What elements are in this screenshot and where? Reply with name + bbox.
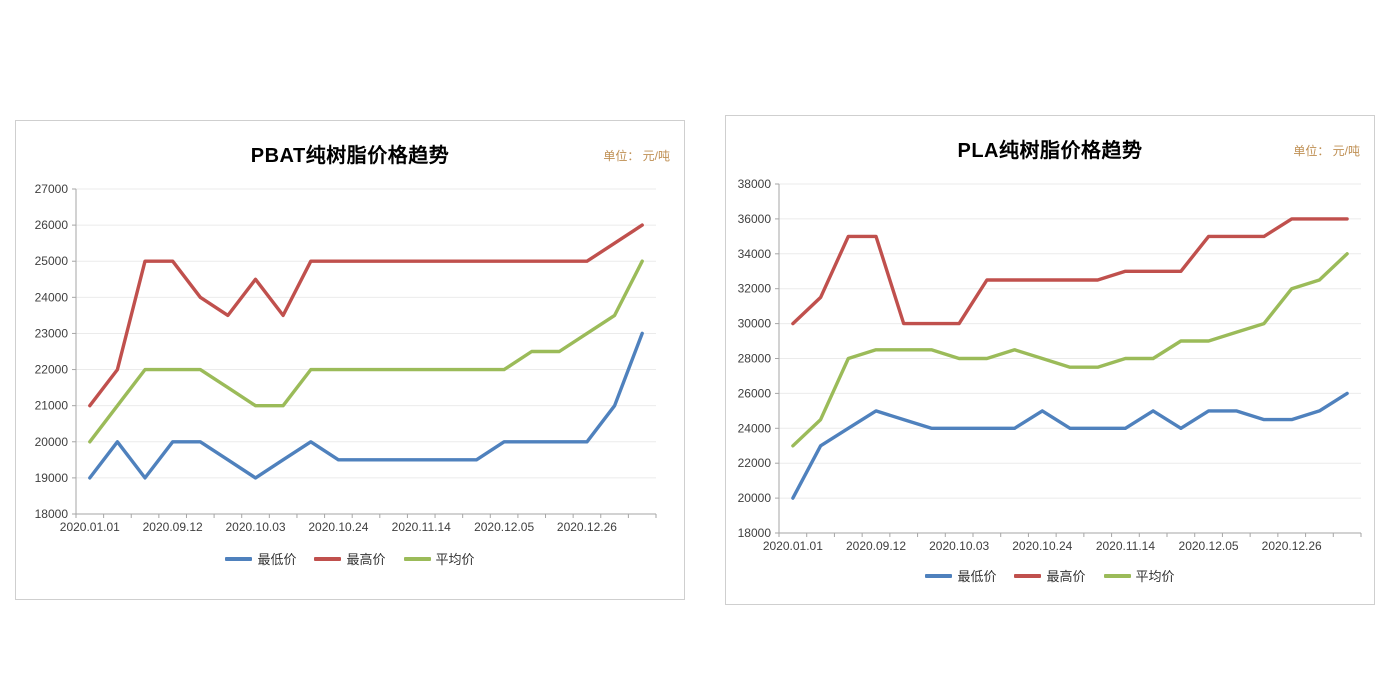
legend-item-1: 最高价: [314, 549, 386, 568]
chart-plot: 18000 20000 22000 24000 26000 28000 30000 32000…: [738, 177, 1362, 553]
chart-plot: 18000 19000 20000 21000 22000 23000 24000 25000…: [35, 182, 657, 534]
x-axis-label: 2020.01.01: [60, 520, 120, 534]
x-axis-label: 2020.10.03: [929, 539, 989, 553]
x-axis-label: 2020.01.01: [763, 539, 823, 553]
legend-swatch-1: [314, 556, 342, 561]
legend-swatch-0: [225, 556, 253, 561]
x-axis-label: 2020.09.12: [846, 539, 906, 553]
legend-label-0: 最低价: [957, 569, 997, 584]
chart-title: PLA纯树脂价格趋势: [957, 140, 1143, 162]
y-axis-label: 19000: [35, 471, 69, 485]
y-axis-label: 26000: [35, 218, 69, 232]
x-axis-label: 2020.12.26: [1262, 539, 1322, 553]
series-line-2: [88, 259, 644, 444]
y-axis-label: 22000: [738, 456, 772, 470]
chart-title: PBAT纯树脂价格趋势: [250, 145, 450, 167]
legend-label-1: 最高价: [346, 552, 386, 567]
legend-item-2: 平均价: [403, 549, 475, 568]
y-axis-label: 20000: [35, 435, 69, 449]
y-axis-label: 38000: [738, 177, 772, 191]
legend-swatch-2: [1103, 573, 1131, 578]
x-axis-label: 2020.11.14: [392, 520, 451, 534]
legend-item-0: 最低价: [225, 549, 296, 568]
unit-label: 单位： 元/吨: [603, 149, 670, 163]
y-axis-label: 34000: [738, 247, 772, 261]
legend-item-0: 最低价: [925, 566, 996, 585]
y-axis-label: 23000: [35, 326, 69, 340]
x-axis-label: 2020.09.12: [143, 520, 203, 534]
legend-label-2: 平均价: [435, 552, 475, 567]
series-line-1: [88, 223, 644, 408]
x-axis-label: 2020.12.26: [557, 520, 617, 534]
legend-swatch-0: [925, 573, 953, 578]
legend-item-1: 最高价: [1014, 566, 1086, 585]
y-axis-label: 28000: [738, 352, 772, 366]
x-axis-label: 2020.11.14: [1096, 539, 1155, 553]
y-axis-label: 20000: [738, 491, 772, 505]
legend-label-2: 平均价: [1135, 569, 1175, 584]
y-axis-label: 24000: [35, 290, 69, 304]
y-axis-label: 24000: [738, 421, 772, 435]
series-line-0: [791, 391, 1349, 500]
x-axis-label: 2020.10.24: [308, 520, 368, 534]
legend-swatch-2: [403, 556, 431, 561]
y-axis-label: 26000: [738, 386, 772, 400]
x-axis-label: 2020.10.24: [1012, 539, 1072, 553]
legend-label-0: 最低价: [257, 552, 297, 567]
series-line-2: [791, 252, 1349, 448]
series-line-0: [88, 331, 644, 480]
y-axis-label: 18000: [738, 526, 772, 540]
y-axis-label: 36000: [738, 212, 772, 226]
legend-label-1: 最高价: [1046, 569, 1086, 584]
series-line-1: [791, 217, 1349, 326]
pla-chart-panel: PLA纯树脂价格趋势 单位： 元/吨 18000 20000 22000 24000 2…: [725, 115, 1375, 605]
y-axis-label: 25000: [35, 254, 69, 268]
legend-swatch-1: [1014, 573, 1042, 578]
y-axis-label: 27000: [35, 182, 69, 196]
y-axis-label: 32000: [738, 282, 772, 296]
unit-label: 单位： 元/吨: [1293, 144, 1360, 158]
chart-legend: 最低价 最高价 平均价: [726, 566, 1374, 585]
legend-item-2: 平均价: [1103, 566, 1175, 585]
y-axis-label: 21000: [35, 399, 69, 413]
x-axis-label: 2020.12.05: [1179, 539, 1239, 553]
chart-legend: 最低价 最高价 平均价: [16, 549, 684, 568]
y-axis-label: 18000: [35, 507, 69, 521]
y-axis-label: 30000: [738, 317, 772, 331]
x-axis-label: 2020.12.05: [474, 520, 534, 534]
x-axis-label: 2020.10.03: [225, 520, 285, 534]
y-axis-label: 22000: [35, 363, 69, 377]
pbat-chart-panel: PBAT纯树脂价格趋势 单位： 元/吨 18000 19000 20000 21000…: [15, 120, 685, 600]
